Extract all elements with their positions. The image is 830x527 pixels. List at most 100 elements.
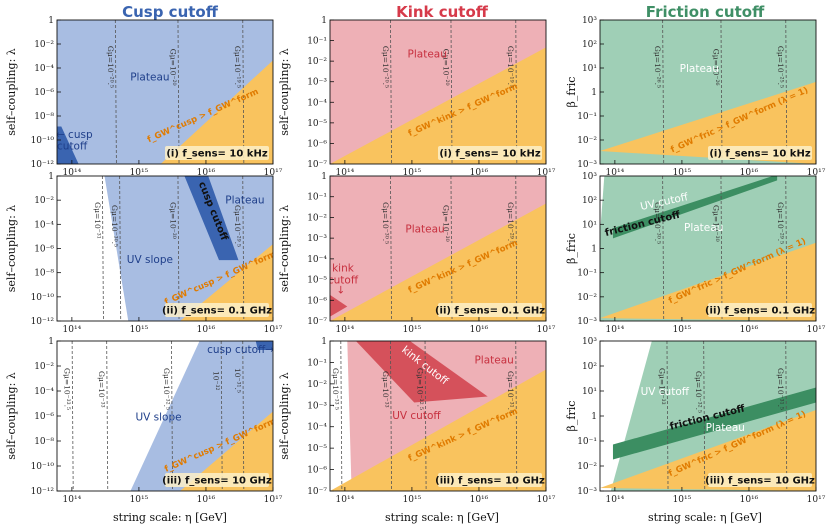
gmu-label: Gμ=10⁻¹⁹.⁵ — [233, 46, 242, 88]
region-cutoff-band — [184, 176, 239, 261]
freq-label: (i) f_sens= 10 kHz — [166, 149, 267, 160]
gmu-label: Gμ=10⁻³³ — [657, 368, 666, 405]
y-axis-label: β_fric — [565, 233, 578, 264]
freq-label: (iii) f_sens= 10 GHz — [435, 476, 545, 487]
region-cutoff-band — [57, 126, 79, 164]
gmu-line — [390, 20, 392, 164]
x-tick-label: 10¹⁵ — [673, 325, 692, 335]
x-tick-label: 10¹⁵ — [403, 325, 422, 335]
region-label: cusp cutoff→ — [207, 344, 274, 356]
gmu-label: 10⁻³¹.⁵ — [233, 368, 242, 393]
x-tick-label: 10¹⁵ — [403, 495, 422, 505]
y-tick-label: 10⁻⁷ — [307, 487, 327, 497]
y-tick-label: 10⁻⁶ — [34, 88, 54, 98]
x-tick-label: 10¹⁷ — [807, 168, 826, 178]
region-excluded — [57, 176, 129, 321]
gmu-line — [242, 20, 245, 164]
freq-label: (ii) f_sens= 0.1 GHz — [162, 306, 272, 317]
y-tick-label: 1 — [321, 16, 327, 26]
freq-label: (ii) f_sens= 0.1 GHz — [435, 306, 545, 317]
y-tick-label: 10⁻⁷ — [307, 317, 327, 327]
region-label: UV cutoff — [392, 410, 441, 422]
y-tick-label: 10⁻² — [34, 362, 54, 372]
x-tick-label: 10¹⁴ — [606, 495, 625, 505]
freq-label-box — [165, 146, 269, 160]
y-tick-label: 1 — [591, 412, 597, 422]
panel-regions: Gμ=10⁻³³ Gμ=10⁻³².⁵ Gμ=10⁻³¹.⁵UV cutofffri… — [600, 341, 816, 491]
freq-label-box — [708, 146, 812, 160]
y-tick-label: 1 — [48, 172, 54, 182]
y-tick-label: 10³ — [582, 16, 597, 26]
y-tick-label: 10⁻¹⁰ — [31, 136, 55, 146]
region-label: Plateau — [680, 63, 719, 75]
region-label: kink — [332, 263, 355, 275]
region-formation — [600, 242, 816, 321]
y-tick-label: 10¹ — [582, 387, 597, 397]
gmu-line — [785, 20, 788, 164]
region-formation — [600, 81, 816, 164]
gmu-line — [720, 20, 723, 164]
x-tick-label: 10¹⁵ — [403, 168, 422, 178]
panel-regions: Gμ=10⁻³⁰.⁵ Gμ=10⁻³⁰ Gμ=10⁻²⁹.⁵ Plateau kinkc… — [328, 176, 546, 321]
x-tick-label: 10¹⁵ — [673, 168, 692, 178]
y-tick-label: 10⁻² — [307, 380, 327, 390]
gmu-line — [662, 176, 665, 321]
y-tick-label: 10⁻² — [34, 40, 54, 50]
x-tick-label: 10¹⁷ — [537, 325, 556, 335]
gmu-line — [666, 341, 669, 491]
gmu-line — [177, 176, 180, 321]
region-formation — [330, 203, 546, 321]
panel-regions: Gμ=10⁻²⁰.⁵ Gμ=10⁻²⁰ Gμ=10⁻¹⁹.⁵ Plateau ← cus… — [57, 20, 273, 164]
y-tick-label: 10⁻³ — [577, 487, 597, 497]
panel-2-1: Gμ=10⁻³¹ Gμ=10⁻³⁰.⁵ Gμ=10⁻³⁰ Gμ=10⁻²⁹.⁵Plat… — [5, 172, 283, 335]
y-tick-label: 10⁻² — [34, 196, 54, 206]
x-tick-label: 10¹⁶ — [740, 325, 759, 335]
freq-label: (i) f_sens= 10 kHz — [709, 149, 810, 160]
region-excluded — [600, 176, 605, 234]
gmu-line — [450, 20, 453, 164]
panel-regions: Gμ=10⁻²⁰.⁵ Gμ=10⁻²⁰ Gμ=10⁻¹⁹.⁵Plateauf_GW^… — [330, 20, 546, 164]
gmu-line — [177, 20, 180, 164]
freq-label: (ii) f_sens= 0.1 GHz — [705, 306, 815, 317]
gmu-line — [340, 341, 343, 491]
gmu-label: Gμ=10⁻²⁰ — [168, 49, 177, 86]
y-tick-label: 10⁻⁵ — [307, 444, 327, 454]
freq-label: (i) f_sens= 10 kHz — [439, 149, 540, 160]
y-tick-label: 10⁻⁷ — [307, 160, 327, 170]
gmu-line — [515, 176, 518, 321]
panel-regions: Gμ=10⁻³³.⁵ Gμ=10⁻³³ Gμ=10⁻³².⁵ Gμ=10⁻³¹.⁵ki… — [330, 341, 546, 491]
x-tick-label: 10¹⁴ — [336, 495, 355, 505]
y-axis-label: self–coupling: λ — [278, 48, 291, 136]
y-tick-label: 10⁻² — [307, 57, 327, 67]
region-cutoff-band — [355, 341, 488, 403]
y-tick-label: 10³ — [582, 337, 597, 347]
region-label: UV slope — [135, 412, 181, 424]
region-formation — [160, 60, 273, 164]
y-tick-label: 1 — [48, 337, 54, 347]
y-tick-label: 10⁻¹⁰ — [31, 462, 55, 472]
gmu-label: Gμ=10⁻³³.⁵ — [63, 368, 72, 410]
y-tick-label: 10⁻² — [577, 136, 597, 146]
x-tick-label: 10¹⁷ — [537, 495, 556, 505]
y-tick-label: 10⁻¹² — [31, 487, 55, 497]
gmu-line — [390, 341, 392, 491]
column-title-kink: Kink cutoff — [396, 3, 489, 21]
region-excluded — [57, 341, 200, 491]
y-tick-label: 10⁻⁶ — [307, 466, 327, 476]
region-formation — [330, 369, 546, 491]
gmu-line — [703, 341, 706, 491]
panel-frame — [329, 340, 547, 492]
y-axis-label: self–coupling: λ — [5, 205, 18, 293]
y-tick-label: 10⁻² — [577, 293, 597, 303]
panel-2-2: Gμ=10⁻³⁰.⁵ Gμ=10⁻³⁰ Gμ=10⁻²⁹.⁵ Plateau kinkc… — [278, 172, 556, 335]
freq-label-box — [165, 473, 269, 487]
x-tick-label: 10¹⁴ — [63, 495, 82, 505]
x-tick-label: 10¹⁵ — [130, 168, 149, 178]
freq-label-box — [165, 303, 269, 317]
panel-1-3: Gμ=10⁻²⁶.⁵ Gμ=10⁻²⁶ Gμ=10⁻²⁵.⁵Plateauf_GW^… — [565, 16, 826, 178]
gmu-label: Gμ=10⁻³³ — [97, 371, 106, 408]
freq-label-box — [438, 146, 542, 160]
x-tick-label: 10¹⁴ — [336, 168, 355, 178]
y-tick-label: 10⁻³ — [307, 234, 327, 244]
region-label: cutoff — [328, 274, 359, 286]
